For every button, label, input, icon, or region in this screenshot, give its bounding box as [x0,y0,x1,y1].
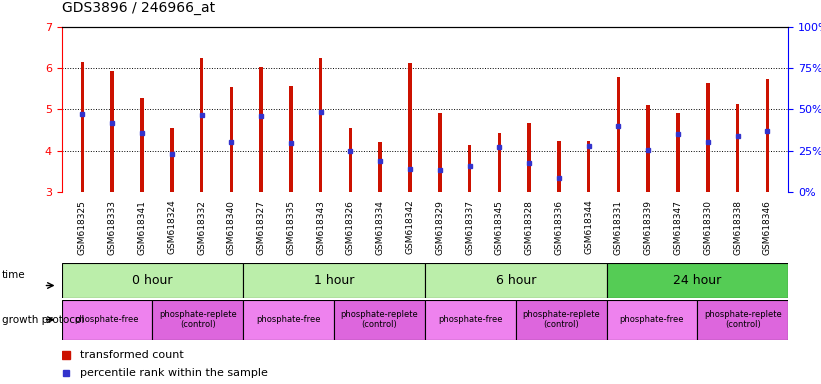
Bar [349,128,352,192]
Bar [230,87,233,192]
Text: phosphate-free: phosphate-free [620,315,684,324]
Text: phosphate-free: phosphate-free [75,315,140,324]
Text: percentile rank within the sample: percentile rank within the sample [80,367,268,377]
Text: phosphate-replete
(control): phosphate-replete (control) [704,310,782,329]
Bar [140,98,144,192]
Text: phosphate-free: phosphate-free [438,315,502,324]
Bar [289,86,292,192]
Text: phosphate-free: phosphate-free [256,315,321,324]
Bar [617,77,620,192]
Bar [62,263,243,298]
Bar [170,127,173,192]
Bar [425,263,607,298]
Bar [153,300,243,340]
Bar [607,263,788,298]
Text: 1 hour: 1 hour [314,274,354,287]
Bar [677,113,680,192]
Bar [587,141,590,192]
Bar [438,113,442,192]
Text: 6 hour: 6 hour [496,274,536,287]
Bar [706,83,709,192]
Text: phosphate-replete
(control): phosphate-replete (control) [341,310,419,329]
Text: time: time [2,270,25,280]
Text: growth protocol: growth protocol [2,314,84,325]
Bar [110,71,114,192]
Text: GDS3896 / 246966_at: GDS3896 / 246966_at [62,2,215,15]
Bar [697,300,788,340]
Text: 0 hour: 0 hour [132,274,172,287]
Bar [319,58,323,192]
Bar [259,66,263,192]
Bar [765,79,769,192]
Bar [200,58,204,192]
Bar [80,62,85,192]
Bar [527,122,531,192]
Bar [498,133,501,192]
Bar [516,300,607,340]
Text: phosphate-replete
(control): phosphate-replete (control) [522,310,600,329]
Bar [243,300,334,340]
Bar [468,145,471,192]
Bar [736,104,740,192]
Bar [646,105,650,192]
Bar [557,141,561,192]
Bar [334,300,425,340]
Bar [378,142,382,192]
Bar [62,300,153,340]
Bar [425,300,516,340]
Bar [607,300,697,340]
Text: phosphate-replete
(control): phosphate-replete (control) [159,310,236,329]
Bar [243,263,425,298]
Text: 24 hour: 24 hour [673,274,722,287]
Text: transformed count: transformed count [80,350,183,360]
Bar [408,63,412,192]
